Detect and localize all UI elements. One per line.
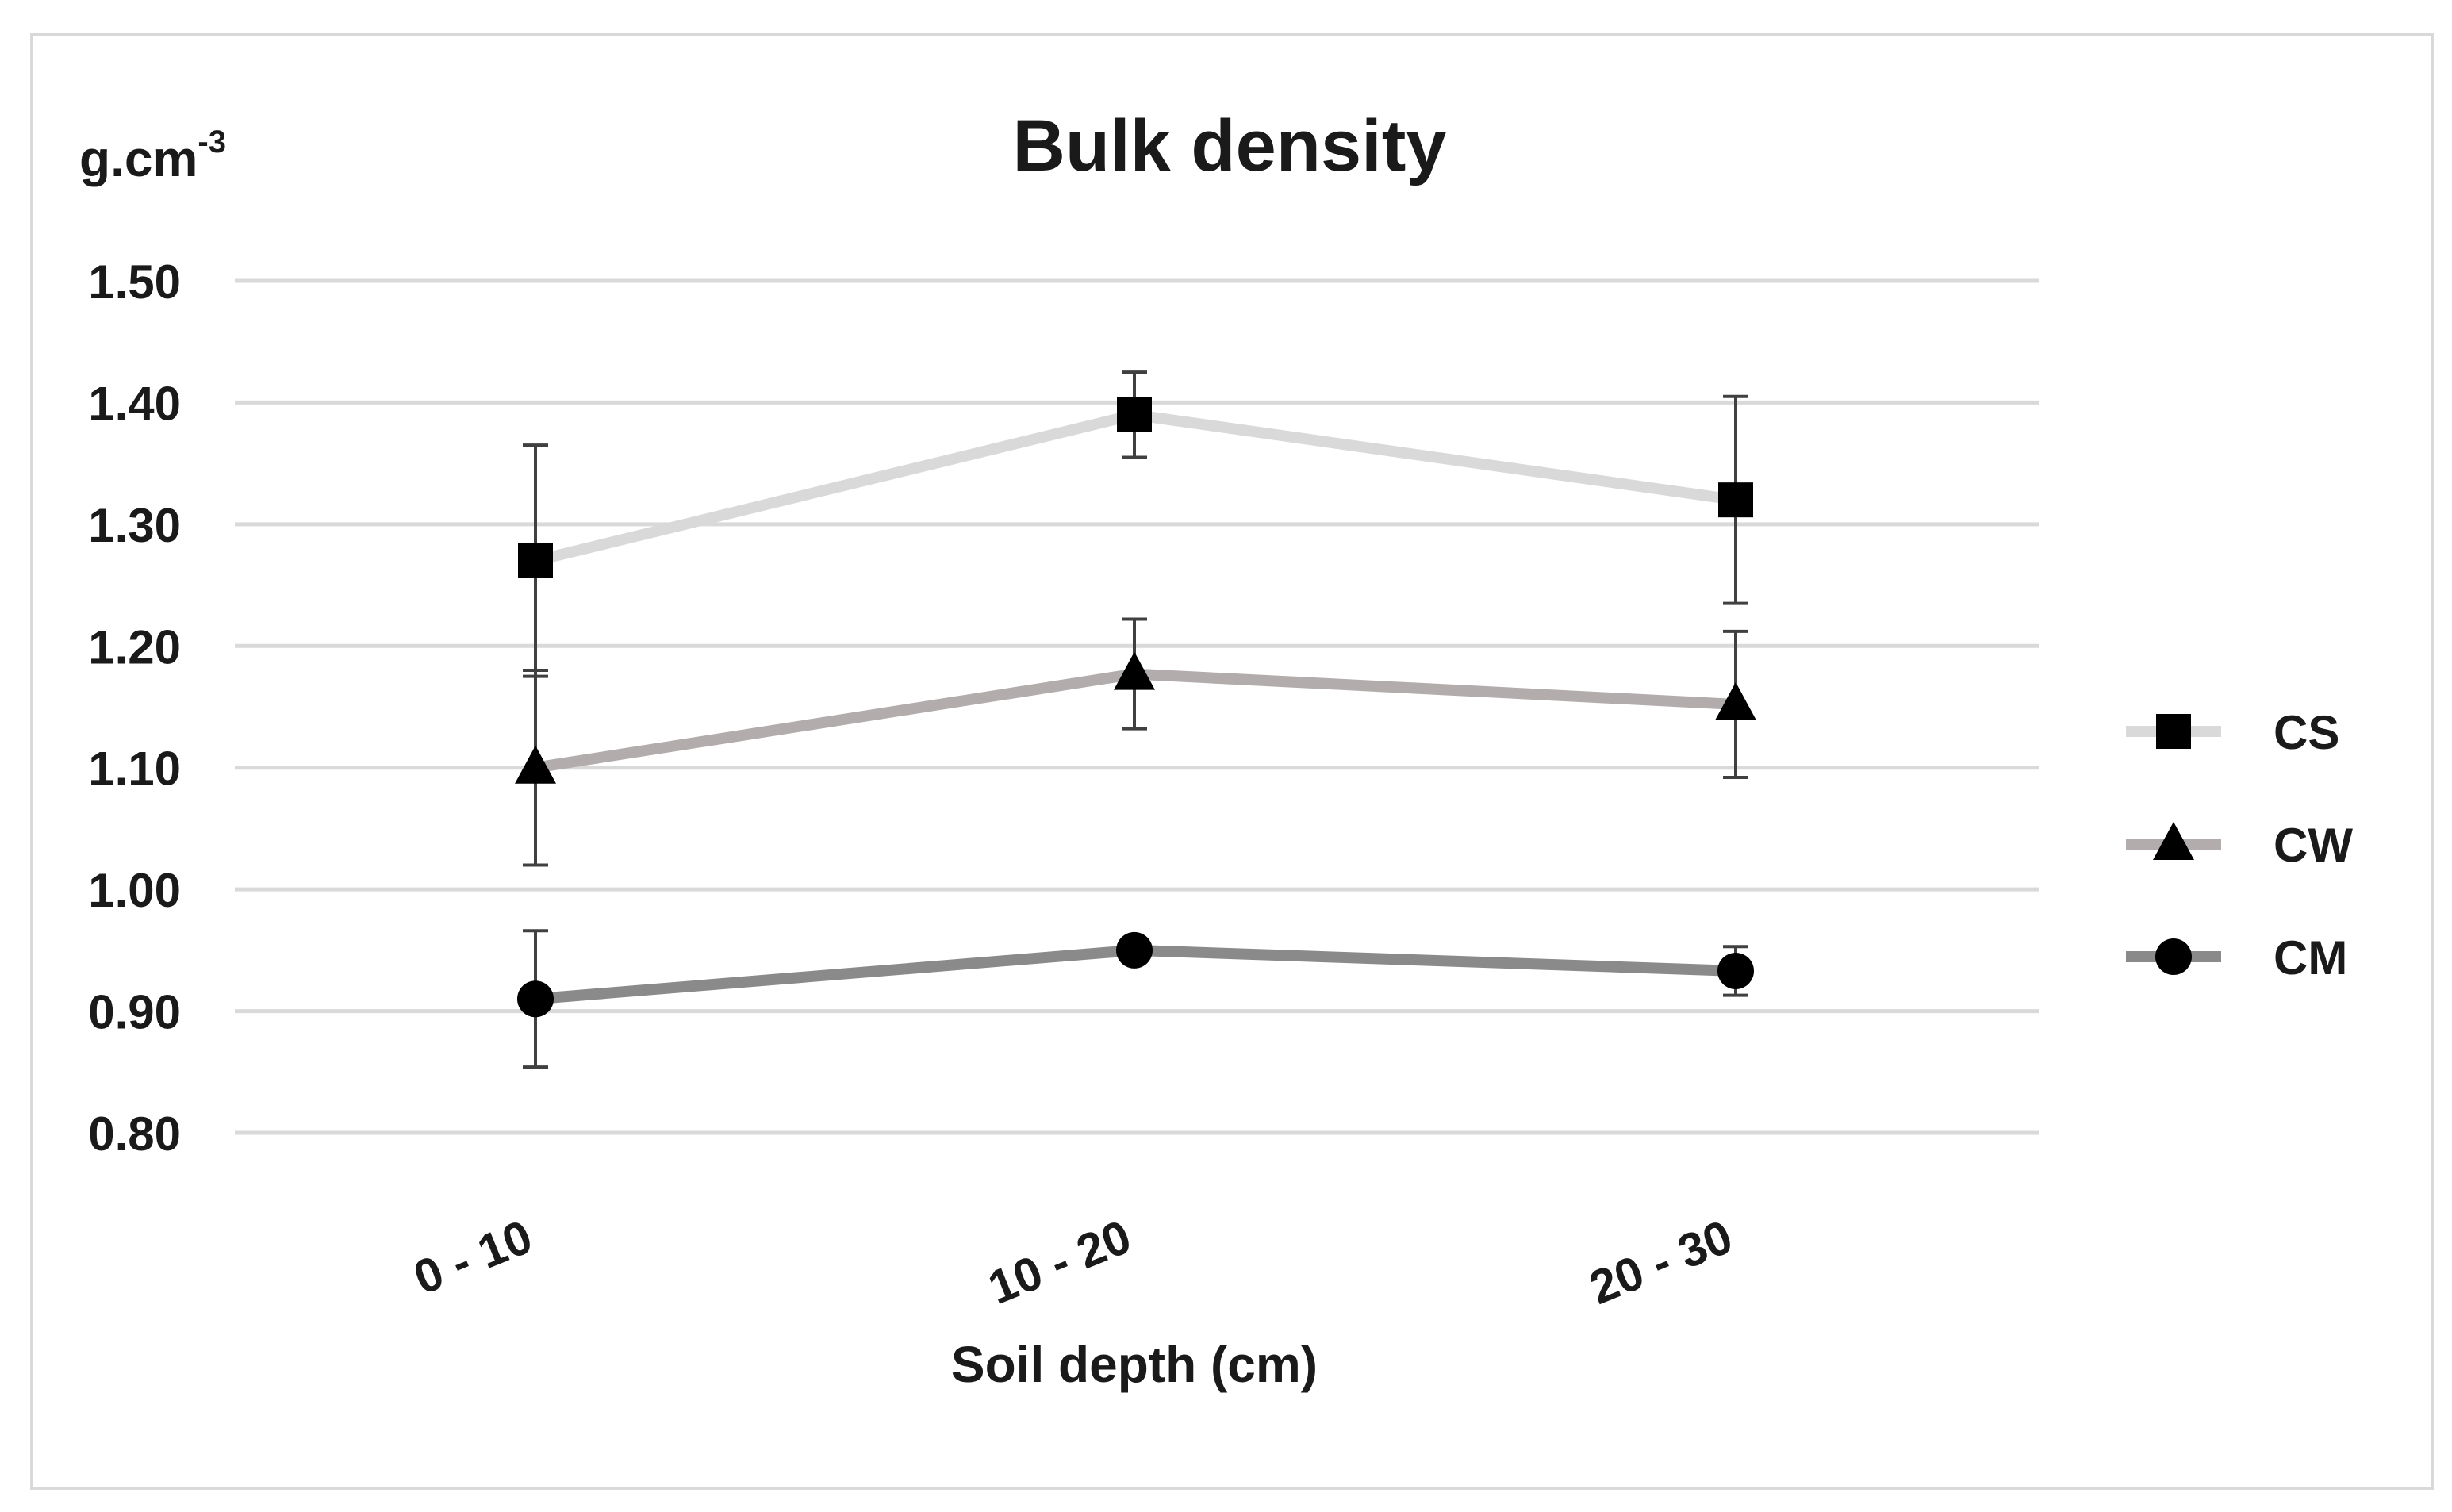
series-cm <box>517 929 1754 1069</box>
chart-title: Bulk density <box>1012 106 1446 186</box>
data-point-cs <box>1117 397 1152 432</box>
data-point-cs <box>1718 482 1753 518</box>
data-point-cs <box>518 543 553 578</box>
y-axis-unit-base: g.cm <box>79 130 198 187</box>
y-tick-label: 1.50 <box>88 255 181 309</box>
y-axis-unit-exponent: -3 <box>198 125 226 159</box>
x-tick-label: 20 - 30 <box>1583 1210 1740 1314</box>
data-point-cw <box>1715 681 1756 720</box>
x-tick-labels: 0 - 10 10 - 20 20 - 30 <box>407 1210 1740 1314</box>
legend-label-cs: CS <box>2274 706 2339 759</box>
legend-marker-cs <box>2156 714 2191 749</box>
data-point-cm <box>1717 952 1754 989</box>
data-point-cm <box>1116 931 1153 969</box>
y-tick-label: 1.00 <box>88 864 181 917</box>
series-group <box>515 370 1756 1069</box>
y-tick-label: 1.30 <box>88 499 181 552</box>
x-axis-title: Soil depth (cm) <box>951 1336 1318 1393</box>
legend-item-cm: CM <box>2126 931 2347 984</box>
legend-marker-cm <box>2155 938 2192 975</box>
legend-marker-cw <box>2153 822 2194 860</box>
y-tick-label: 0.80 <box>88 1107 181 1161</box>
series-cw <box>515 617 1756 867</box>
legend-item-cw: CW <box>2126 819 2353 872</box>
y-tick-label: 0.90 <box>88 986 181 1039</box>
data-point-cw <box>515 745 556 784</box>
data-point-cm <box>517 980 554 1018</box>
y-axis-unit: g.cm-3 <box>79 125 226 187</box>
legend-item-cs: CS <box>2126 706 2339 759</box>
y-tick-label: 1.40 <box>88 377 181 430</box>
y-tick-labels: 1.50 1.40 1.30 1.20 1.10 1.00 0.90 0.80 <box>88 255 181 1161</box>
chart-frame <box>30 33 2434 1490</box>
data-point-cw <box>1114 651 1155 690</box>
y-tick-label: 1.20 <box>88 620 181 673</box>
x-tick-label: 10 - 20 <box>981 1210 1138 1314</box>
x-tick-label: 0 - 10 <box>407 1210 539 1305</box>
legend-label-cm: CM <box>2274 931 2347 984</box>
legend: CS CW CM <box>2126 706 2353 984</box>
legend-label-cw: CW <box>2274 819 2353 872</box>
y-tick-label: 1.10 <box>88 743 181 796</box>
series-cs <box>518 370 1753 678</box>
